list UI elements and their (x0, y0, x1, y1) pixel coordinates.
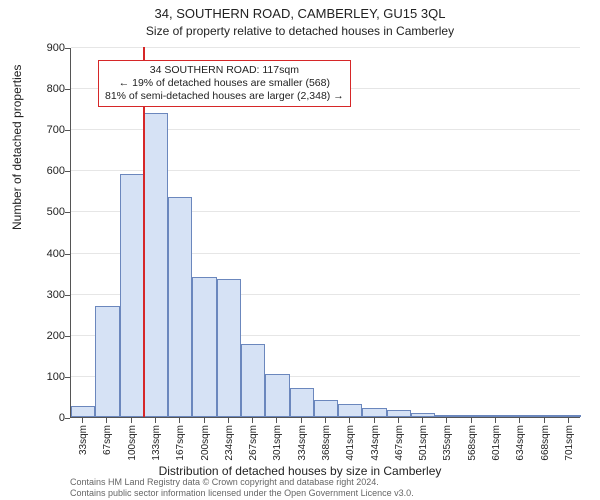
x-tick-mark (301, 418, 302, 423)
histogram-bar (241, 344, 265, 417)
x-tick-mark (398, 418, 399, 423)
x-tick-mark (446, 418, 447, 423)
x-tick-label: 368sqm (321, 425, 332, 461)
x-tick-mark (131, 418, 132, 423)
y-axis-label: Number of detached properties (10, 65, 24, 230)
y-tick-mark (65, 418, 70, 419)
histogram-bar (484, 415, 508, 417)
footer-line1: Contains HM Land Registry data © Crown c… (70, 477, 590, 487)
y-tick-label: 600 (25, 165, 65, 177)
y-tick-mark (65, 89, 70, 90)
x-tick-mark (325, 418, 326, 423)
histogram-bar (265, 374, 289, 417)
annotation-line1: 34 SOUTHERN ROAD: 117sqm (105, 64, 344, 77)
x-tick-label: 133sqm (151, 425, 162, 461)
x-tick-mark (228, 418, 229, 423)
x-tick-mark (568, 418, 569, 423)
x-tick-label: 100sqm (127, 425, 138, 461)
x-tick-label: 301sqm (272, 425, 283, 461)
x-tick-label: 668sqm (540, 425, 551, 461)
x-tick-mark (544, 418, 545, 423)
footer: Contains HM Land Registry data © Crown c… (70, 477, 590, 498)
x-tick-label: 67sqm (102, 425, 113, 455)
y-tick-label: 800 (25, 83, 65, 95)
title-sub: Size of property relative to detached ho… (0, 24, 600, 38)
y-tick-label: 200 (25, 330, 65, 342)
annotation-line2: ← 19% of detached houses are smaller (56… (105, 77, 344, 90)
x-tick-mark (422, 418, 423, 423)
histogram-bar (362, 408, 386, 417)
histogram-bar (217, 279, 241, 417)
title-main: 34, SOUTHERN ROAD, CAMBERLEY, GU15 3QL (0, 6, 600, 21)
histogram-bar (557, 415, 581, 417)
y-tick-label: 500 (25, 206, 65, 218)
annotation-box: 34 SOUTHERN ROAD: 117sqm ← 19% of detach… (98, 60, 351, 107)
x-tick-label: 501sqm (418, 425, 429, 461)
histogram-bar (95, 306, 119, 417)
x-axis-label: Distribution of detached houses by size … (0, 464, 600, 478)
y-tick-mark (65, 336, 70, 337)
x-tick-mark (204, 418, 205, 423)
x-tick-mark (349, 418, 350, 423)
y-tick-label: 400 (25, 248, 65, 260)
histogram-bar (338, 404, 362, 417)
x-tick-label: 568sqm (467, 425, 478, 461)
x-tick-label: 467sqm (394, 425, 405, 461)
chart-root: 34, SOUTHERN ROAD, CAMBERLEY, GU15 3QL S… (0, 0, 600, 500)
x-tick-mark (471, 418, 472, 423)
histogram-bar (71, 406, 95, 418)
histogram-bar (314, 400, 338, 417)
histogram-bar (435, 415, 459, 417)
histogram-bar (411, 413, 435, 417)
histogram-bar (460, 415, 484, 417)
y-tick-label: 700 (25, 124, 65, 136)
x-tick-mark (276, 418, 277, 423)
x-tick-label: 234sqm (224, 425, 235, 461)
histogram-bar (120, 174, 144, 417)
histogram-bar (508, 415, 532, 417)
x-tick-label: 200sqm (200, 425, 211, 461)
y-tick-label: 300 (25, 289, 65, 301)
histogram-bar (168, 197, 192, 417)
footer-line2: Contains public sector information licen… (70, 488, 590, 498)
x-tick-label: 601sqm (491, 425, 502, 461)
y-tick-label: 0 (25, 412, 65, 424)
histogram-bar (192, 277, 216, 417)
histogram-bar (532, 415, 556, 417)
y-tick-mark (65, 48, 70, 49)
x-tick-label: 701sqm (564, 425, 575, 461)
x-tick-label: 535sqm (442, 425, 453, 461)
gridline (71, 47, 580, 48)
y-tick-label: 900 (25, 42, 65, 54)
x-tick-label: 167sqm (175, 425, 186, 461)
x-tick-label: 334sqm (297, 425, 308, 461)
x-tick-label: 267sqm (248, 425, 259, 461)
histogram-bar (387, 410, 411, 417)
x-tick-label: 634sqm (515, 425, 526, 461)
x-tick-mark (374, 418, 375, 423)
y-tick-mark (65, 377, 70, 378)
x-tick-mark (82, 418, 83, 423)
x-tick-label: 33sqm (78, 425, 89, 455)
histogram-bar (144, 113, 168, 417)
histogram-bar (290, 388, 314, 417)
x-tick-mark (495, 418, 496, 423)
x-tick-label: 434sqm (370, 425, 381, 461)
y-tick-label: 100 (25, 371, 65, 383)
x-tick-label: 401sqm (345, 425, 356, 461)
x-tick-mark (252, 418, 253, 423)
y-tick-mark (65, 254, 70, 255)
x-tick-mark (106, 418, 107, 423)
y-tick-mark (65, 130, 70, 131)
y-tick-mark (65, 295, 70, 296)
x-tick-mark (519, 418, 520, 423)
x-tick-mark (179, 418, 180, 423)
y-tick-mark (65, 171, 70, 172)
annotation-line3: 81% of semi-detached houses are larger (… (105, 90, 344, 103)
x-tick-mark (155, 418, 156, 423)
y-tick-mark (65, 212, 70, 213)
